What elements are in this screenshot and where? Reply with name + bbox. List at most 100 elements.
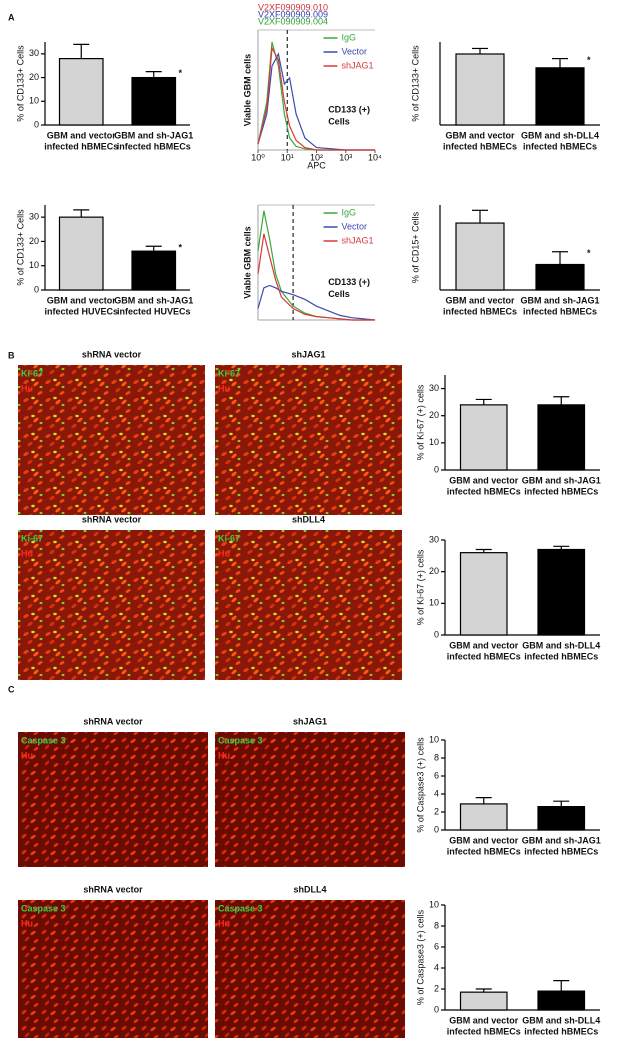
image-title: shDLL4 (292, 514, 325, 524)
stain-label: Ki-67 (21, 533, 43, 543)
header-label: V2XF090909.004 (258, 16, 328, 26)
y-tick-label: 0 (34, 119, 39, 129)
category-label: GBM and sh-JAG1 (114, 295, 193, 305)
stain-label: Ki-67 (218, 368, 240, 378)
micrograph (215, 732, 405, 867)
micrograph (18, 732, 208, 867)
category-label: infected HUVECs (117, 306, 191, 316)
y-axis-label: % of Ki-67 (+) cells (415, 549, 425, 625)
histogram-curve (257, 233, 375, 321)
category-label: infected hBMECs (443, 306, 517, 316)
bar (537, 990, 586, 1011)
y-tick-label: 4 (434, 788, 439, 798)
legend-entry: shJAG1 (342, 235, 374, 245)
category-label: infected hBMECs (524, 1026, 598, 1036)
histogram-curve (257, 45, 375, 151)
y-tick-label: 0 (34, 284, 39, 294)
category-label: infected hBMECs (447, 1026, 521, 1036)
y-tick-label: 0 (434, 464, 439, 474)
y-tick-label: 8 (434, 920, 439, 930)
counterstain-label: Hu (218, 548, 230, 558)
x-tick-label: 10⁰ (251, 152, 265, 162)
image-title: shRNA vector (82, 514, 142, 524)
y-axis-label: % of CD133+ Cells (410, 45, 420, 122)
bar (535, 67, 585, 126)
category-label: GBM and sh-JAG1 (522, 475, 601, 485)
bar (459, 404, 508, 471)
bar (459, 552, 508, 636)
micrograph (18, 530, 205, 680)
y-axis-label: Viable GBM cells (242, 226, 252, 298)
category-label: infected HUVECs (44, 306, 118, 316)
x-tick-label: 10¹ (281, 152, 294, 162)
header-label: V2XF090909.010 (258, 2, 328, 12)
category-label: GBM and sh-DLL4 (522, 640, 600, 650)
counterstain-label: Hu (21, 383, 33, 393)
histogram-curve (257, 284, 376, 321)
counterstain-label: Hu (21, 918, 33, 928)
histogram-curve (257, 52, 375, 151)
legend-entry: IgG (342, 32, 357, 42)
bar (455, 53, 505, 126)
counterstain-label: Hu (21, 750, 33, 760)
significance-star: * (587, 55, 591, 65)
y-tick-label: 30 (29, 48, 39, 58)
y-axis-label: % of Caspase3 (+) cells (415, 737, 425, 833)
image-title: shDLL4 (293, 884, 326, 894)
y-axis-label: % of CD133+ Cells (15, 45, 25, 122)
y-axis-label: % of Caspase3 (+) cells (415, 909, 425, 1005)
category-label: GBM and vector (445, 295, 515, 305)
micrograph (215, 900, 405, 1038)
y-tick-label: 20 (29, 236, 39, 246)
panel-label: A (8, 12, 15, 22)
counterstain-label: Hu (218, 918, 230, 928)
y-tick-label: 2 (434, 983, 439, 993)
bar (535, 263, 585, 291)
significance-star: * (587, 248, 591, 258)
y-tick-label: 10 (29, 96, 39, 106)
bar (459, 803, 508, 831)
y-tick-label: 30 (429, 383, 439, 393)
y-tick-label: 30 (29, 212, 39, 222)
y-tick-label: 20 (29, 72, 39, 82)
micrograph (215, 365, 402, 515)
category-label: infected hBMECs (447, 846, 521, 856)
bar (131, 250, 177, 291)
category-label: infected hBMECs (523, 141, 597, 151)
x-tick-label: 10⁴ (368, 152, 382, 162)
y-tick-label: 2 (434, 806, 439, 816)
category-label: GBM and vector (47, 130, 117, 140)
category-label: infected hBMECs (524, 651, 598, 661)
y-tick-label: 4 (434, 962, 439, 972)
y-tick-label: 10 (29, 260, 39, 270)
micrograph (215, 530, 402, 680)
category-label: GBM and vector (445, 130, 515, 140)
category-label: infected hBMECs (447, 486, 521, 496)
y-axis-label: % of CD15+ Cells (410, 211, 420, 283)
category-label: GBM and vector (449, 835, 519, 845)
micrograph (18, 365, 205, 515)
y-tick-label: 30 (429, 534, 439, 544)
bar (537, 404, 586, 471)
counterstain-label: Hu (21, 548, 33, 558)
y-tick-label: 10 (429, 437, 439, 447)
panel-label: B (8, 350, 15, 360)
stain-label: Caspase 3 (21, 903, 66, 913)
significance-star: * (179, 243, 183, 253)
category-label: GBM and vector (449, 640, 519, 650)
category-label: infected hBMECs (44, 141, 118, 151)
annotation: Cells (328, 116, 350, 126)
category-label: infected hBMECs (117, 141, 191, 151)
y-tick-label: 0 (434, 824, 439, 834)
x-tick-label: 10³ (339, 152, 352, 162)
stain-label: Caspase 3 (218, 735, 263, 745)
y-tick-label: 6 (434, 770, 439, 780)
category-label: GBM and vector (449, 1015, 519, 1025)
y-tick-label: 8 (434, 752, 439, 762)
counterstain-label: Hu (218, 383, 230, 393)
y-tick-label: 20 (429, 410, 439, 420)
stain-label: Ki-67 (218, 533, 240, 543)
category-label: GBM and vector (47, 295, 117, 305)
category-label: GBM and sh-DLL4 (521, 130, 599, 140)
